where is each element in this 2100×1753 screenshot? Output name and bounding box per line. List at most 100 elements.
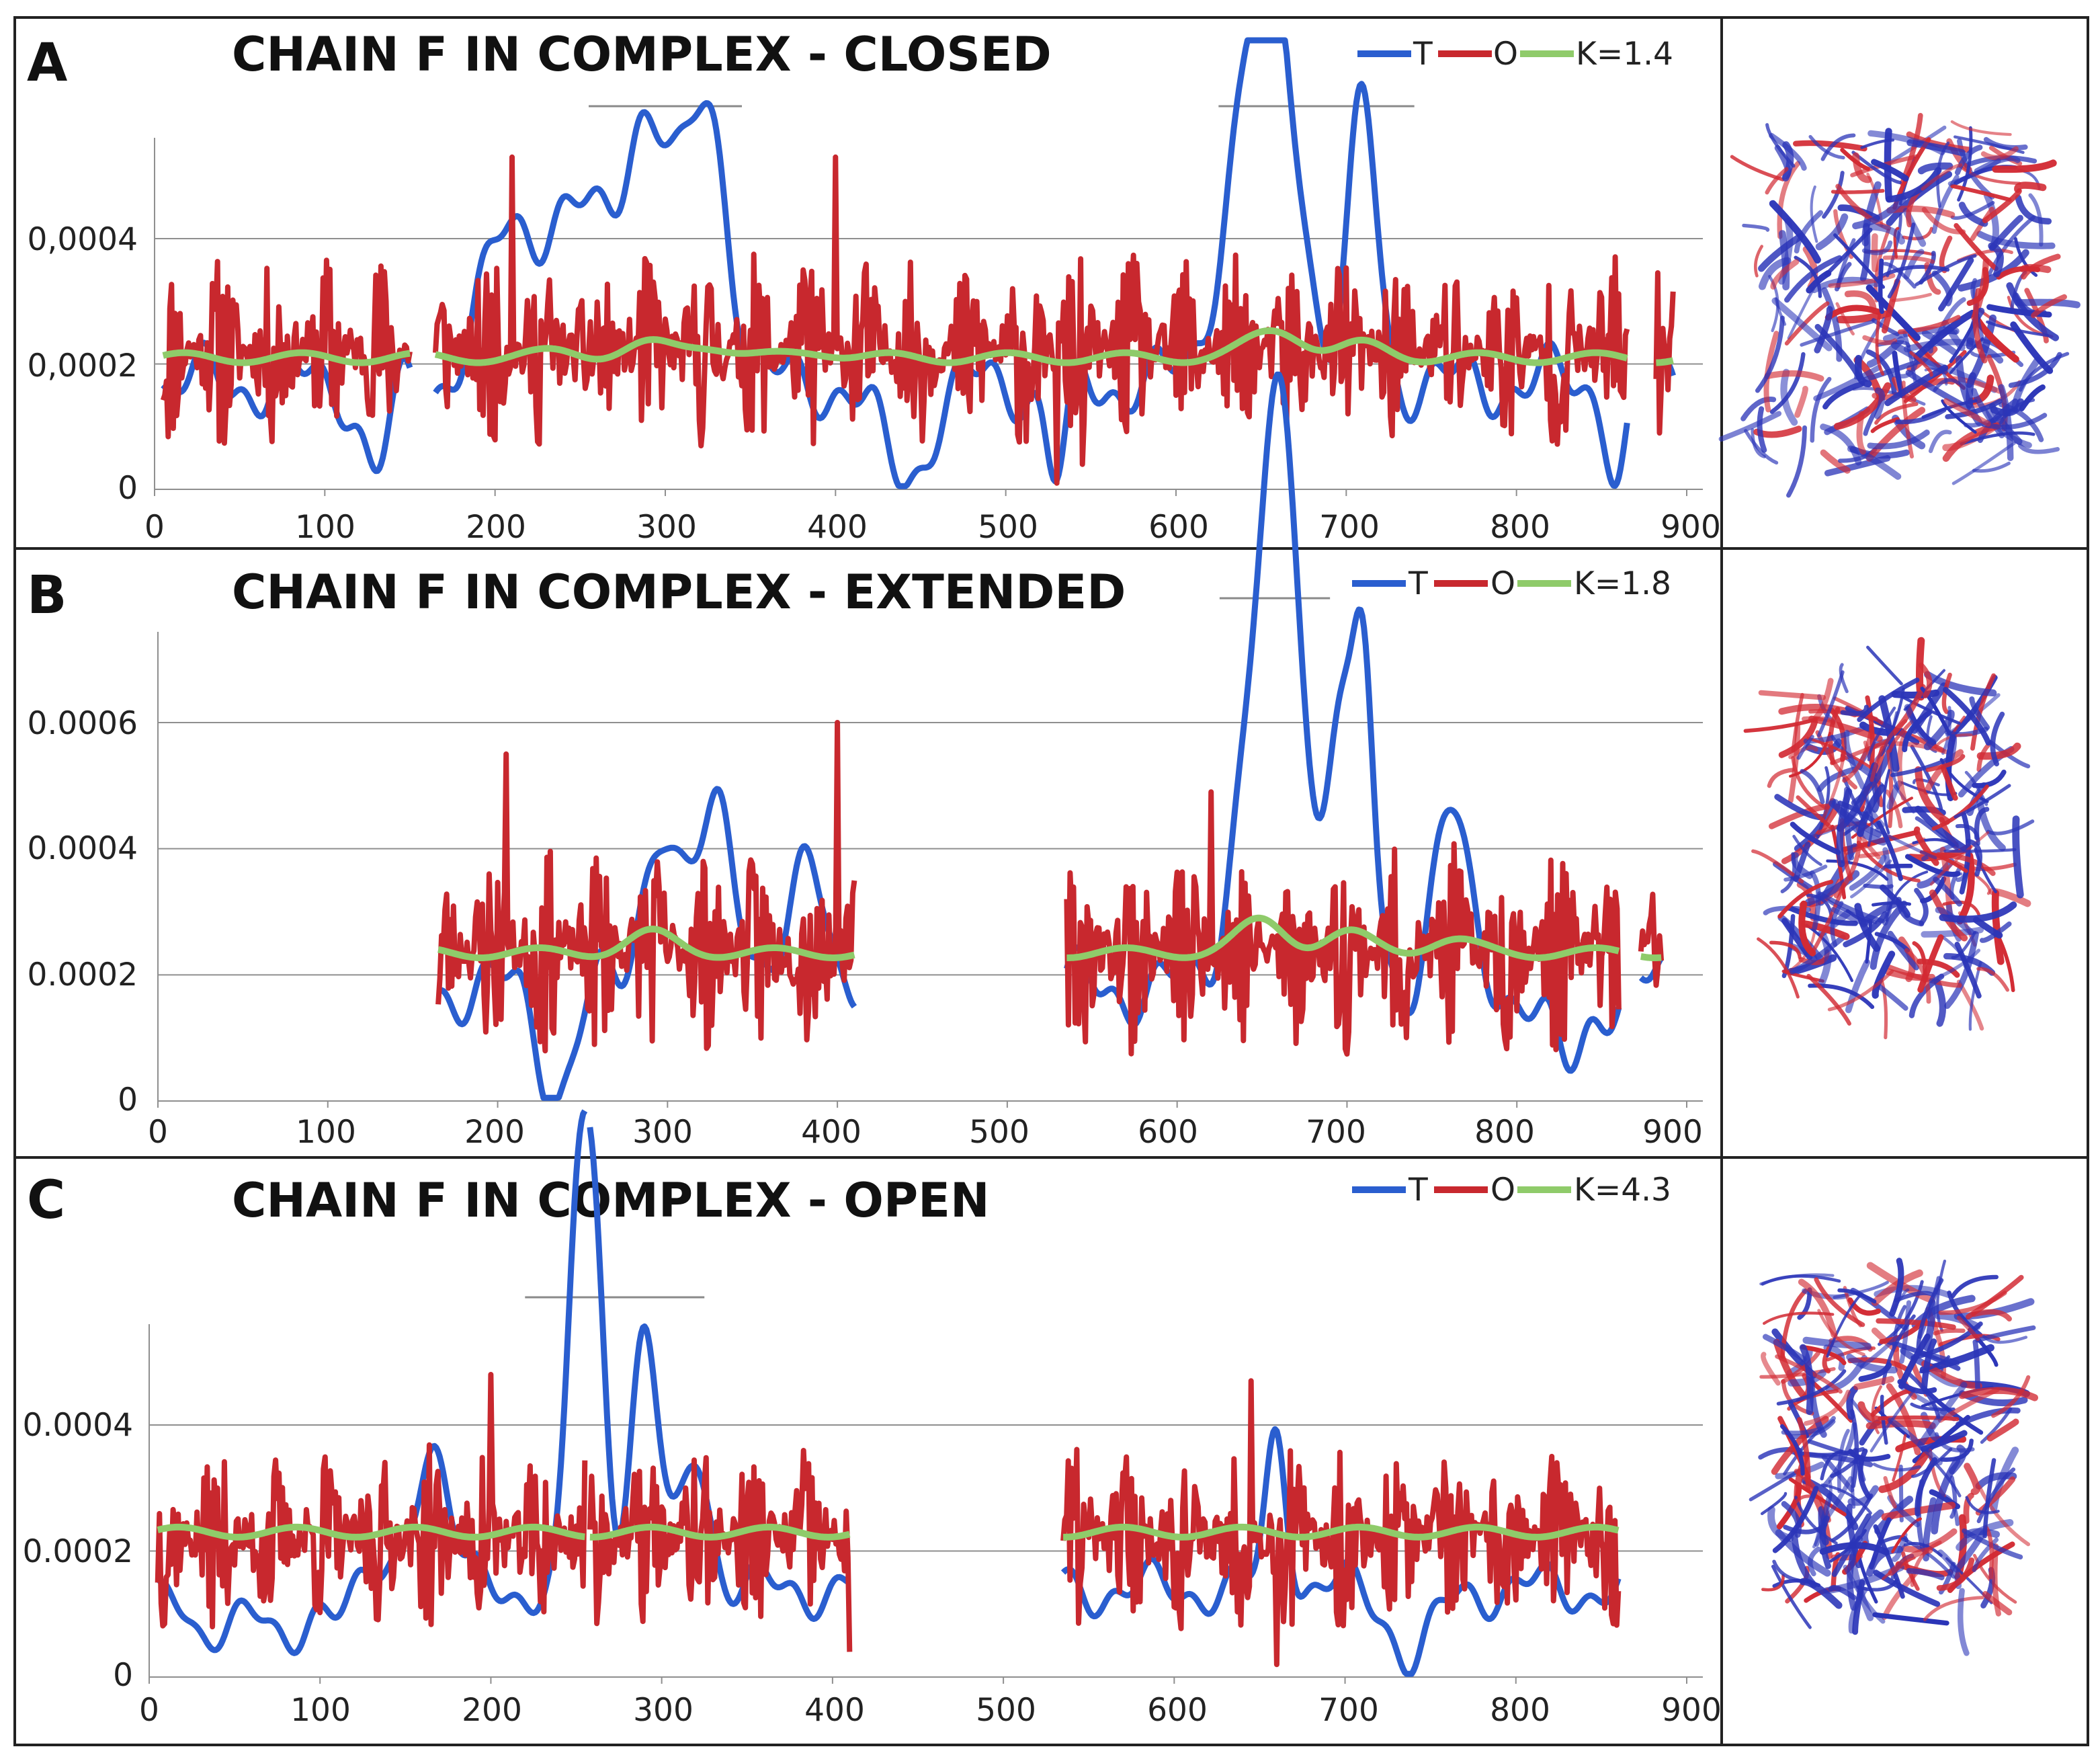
panel-letter-c: C: [27, 1170, 65, 1231]
structure-ribbon: [1760, 1492, 1788, 1516]
x-tick-label: 100: [295, 509, 355, 546]
structure-ribbon: [1800, 769, 1825, 805]
structure-ribbon: [1935, 297, 1966, 339]
structure-ribbon: [1778, 719, 1818, 758]
structure-ribbon: [1976, 742, 2021, 760]
structure-ribbon: [1898, 1333, 1931, 1389]
structure-ribbon: [1884, 364, 1949, 407]
series-line-k: [433, 327, 1629, 366]
legend-label-t: T: [1408, 565, 1428, 602]
structure-ribbon: [1860, 138, 1894, 149]
structure-ribbon: [1871, 1385, 1882, 1434]
structure-ribbon: [1796, 1417, 1811, 1492]
legend-a: T O K=1.4: [1357, 36, 1673, 73]
structure-ribbon: [2028, 193, 2044, 247]
structure-ribbon: [1742, 223, 1770, 232]
structure-ribbon: [1947, 158, 2001, 186]
structure-ribbon: [1767, 768, 1795, 788]
structure-ribbon: [1810, 185, 1818, 243]
structure-ribbon: [1962, 1528, 2023, 1560]
structure-ribbon: [1990, 711, 2005, 767]
structure-ribbon: [1872, 1463, 1921, 1472]
structure-ribbon: [1920, 686, 1951, 736]
structure-ribbon: [1954, 942, 1982, 999]
structure-ribbon: [1910, 1447, 1953, 1478]
structure-ribbon: [1966, 838, 1982, 877]
structure-ribbon: [1831, 189, 1885, 194]
structure-ribbon: [1837, 1428, 1850, 1494]
structure-ribbon: [1870, 719, 1908, 782]
structure-ribbon: [1913, 309, 1976, 361]
structure-ribbon: [1887, 930, 1919, 971]
structure-ribbon: [1817, 1309, 1865, 1356]
structure-ribbon: [1769, 352, 1806, 414]
structure-ribbon: [1915, 805, 1968, 852]
structure-ribbon: [1966, 267, 1989, 307]
structure-ribbon: [1875, 311, 1885, 376]
structure-ribbon: [1975, 1325, 2036, 1343]
structure-ribbon: [1907, 1372, 1941, 1420]
structure-ribbon: [1876, 1318, 1956, 1330]
structure-ribbon: [2018, 443, 2060, 454]
structure-ribbon: [1871, 1269, 1923, 1306]
structure-ribbon: [1869, 1517, 1892, 1570]
series-line-t: [1064, 371, 1622, 1074]
structure-ribbon: [1804, 870, 1860, 907]
legend-label-k: K=1.4: [1576, 36, 1673, 73]
structure-ribbon: [1816, 766, 1831, 839]
structure-ribbon: [1996, 934, 2015, 992]
structure-ribbon: [2019, 384, 2046, 411]
x-tick-label: 900: [1661, 509, 1721, 546]
outer-frame: [13, 16, 2089, 1746]
x-tick-label: 800: [1490, 1692, 1550, 1729]
series-line-k: [1639, 953, 1663, 961]
structure-ribbon: [1914, 887, 1929, 926]
panel-frames: [13, 16, 2089, 1746]
x-tick-label: 800: [1490, 509, 1550, 546]
legend-label-k: K=4.3: [1574, 1172, 1671, 1209]
structure-ribbon: [1875, 827, 1937, 860]
structure-ribbon: [1836, 788, 1853, 868]
structure-ribbon: [1921, 1338, 1937, 1390]
structure-ribbon: [1850, 859, 1892, 899]
structure-ribbon: [1982, 1458, 1997, 1539]
structure-ribbon: [1966, 1274, 2024, 1319]
structure-ribbon: [1794, 210, 1824, 254]
structure-ribbon: [1986, 819, 2035, 835]
structure-ribbon: [1872, 1612, 1949, 1626]
structure-ribbon: [1983, 136, 2028, 151]
structure-ribbon: [1971, 1309, 2012, 1322]
structure-ribbon: [1852, 152, 1872, 184]
structure-ribbon: [1819, 1542, 1890, 1555]
structure-ribbon: [1846, 1353, 1898, 1374]
panel-letter-a: A: [27, 33, 67, 93]
series-line-o: [1060, 1378, 1622, 1668]
structure-ribbon: [1933, 978, 1947, 1027]
panel-letter-b: B: [27, 565, 67, 626]
x-tick-label: 500: [969, 1114, 1030, 1151]
structure-ribbon: [1919, 1355, 1950, 1374]
series-line-t: [437, 786, 857, 1101]
structure-ribbon: [1866, 1262, 1935, 1303]
structure-ribbon: [1888, 720, 1914, 753]
structure-ribbon: [1781, 1501, 1802, 1538]
structure-ribbon: [1813, 678, 1834, 721]
structure-ribbon: [1940, 765, 1958, 801]
structure-ribbon: [1765, 123, 1796, 168]
y-tick-label: 0: [113, 1657, 133, 1694]
structure-ribbon: [1921, 163, 1963, 191]
structure-ribbon: [1791, 1531, 1817, 1588]
x-tick-label: 600: [1147, 1692, 1208, 1729]
structure-ribbon: [1786, 425, 1807, 498]
y-tick-label: 0,0002: [28, 348, 138, 384]
plot-area-c: [149, 1109, 1703, 1684]
structure-ribbon: [1879, 977, 1888, 1040]
structure-ribbon: [1923, 1299, 1936, 1352]
x-tick-label: 100: [290, 1692, 351, 1729]
structure-ribbon: [1941, 672, 1952, 715]
x-tick-label: 0: [148, 1114, 168, 1151]
protein-structure-extended: [1743, 637, 2035, 1040]
series-line-o: [160, 257, 413, 446]
structure-ribbon: [1871, 159, 1909, 182]
structure-ribbon: [1888, 1417, 1943, 1466]
